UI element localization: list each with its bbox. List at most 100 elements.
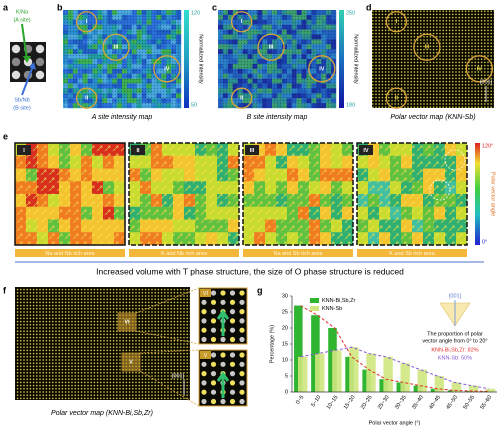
atom [11, 44, 21, 54]
caption-bar [357, 249, 467, 257]
arrow [21, 65, 34, 96]
region-label: II [395, 96, 399, 102]
panel-tag [17, 145, 31, 155]
bar [332, 350, 342, 392]
atom [229, 318, 236, 324]
panel-tag [245, 145, 259, 155]
dot-overlay [15, 287, 190, 400]
trend-line [300, 305, 489, 392]
colorbar [475, 143, 480, 245]
atom [210, 336, 217, 343]
bar [294, 305, 303, 392]
panel-letter: b [57, 2, 63, 12]
site-label: (A site) [13, 17, 30, 23]
atom [201, 336, 207, 343]
x-tick-label: 30~35 [394, 395, 408, 411]
atom [239, 290, 245, 296]
y-tick-label: 25 [282, 309, 288, 315]
atom [210, 327, 217, 333]
panel-frame [14, 142, 126, 246]
atom [229, 352, 236, 358]
atom [239, 318, 245, 324]
atom [239, 361, 245, 367]
region-label: III [269, 45, 274, 51]
legend-swatch [310, 298, 319, 303]
region-label: V [129, 359, 133, 365]
panel-letter: f [3, 285, 7, 295]
region-circle [230, 11, 253, 33]
connector [135, 287, 200, 314]
area-caption: Na and Sb rich area [274, 251, 324, 257]
bar [349, 347, 359, 392]
trend-line [300, 346, 489, 390]
axis-label: [001] [172, 373, 185, 379]
caption: Polar vector map (KNN-Sb) [390, 114, 475, 121]
atom [210, 299, 217, 305]
x-tick-label: 40~45 [428, 395, 442, 411]
caption-bar [129, 249, 239, 257]
region-label: I [86, 19, 88, 25]
atom [229, 371, 236, 377]
y-tick-label: 20 [282, 325, 288, 331]
region-circle [385, 11, 408, 33]
connector [139, 349, 200, 354]
colorbar-label: Polar vector angle [490, 172, 496, 216]
y-tick-label: 0 [285, 389, 288, 395]
atom [229, 398, 236, 405]
colorbar-tick: 50 [191, 102, 197, 108]
region-circle [257, 33, 285, 61]
arrow-overlay [129, 143, 239, 245]
atom [210, 389, 217, 395]
region-circle [75, 11, 98, 33]
atom [201, 371, 207, 377]
region-circle [465, 55, 494, 83]
region-circle [230, 87, 253, 109]
caption-bar [15, 249, 125, 257]
colorbar-tick: 180 [346, 102, 355, 108]
atom [35, 70, 45, 80]
atom [201, 361, 207, 367]
inset-tag [200, 289, 211, 297]
colorbar-tick: 0° [482, 239, 487, 245]
bar [366, 353, 376, 392]
annotation-value: KNN-Bi,Sb,Zr: 82% [431, 347, 478, 353]
x-tick-label: 0~5 [295, 395, 305, 406]
site-label: (B site) [13, 105, 31, 111]
atom [239, 327, 245, 333]
bar [383, 356, 393, 392]
atom [210, 318, 217, 324]
caption-bar [243, 249, 353, 257]
area-caption: Na and Nb rich area [45, 251, 95, 257]
atom [239, 336, 245, 343]
atom [229, 309, 236, 315]
caption: Polar vector map (KNN-Bi,Sb,Zr) [51, 410, 153, 417]
panel-frame [128, 142, 240, 246]
panel-frame [356, 142, 468, 246]
bar [297, 356, 308, 392]
legend-label: KNN-Sb [322, 306, 342, 312]
arrow [21, 23, 28, 61]
arrow-overlay [15, 143, 125, 245]
arrow-overlay [243, 143, 353, 245]
panel-frame [242, 142, 354, 246]
area-caption: K and Sb rich area [389, 251, 435, 257]
arrow-overlay [357, 143, 467, 245]
x-tick-label: 25~30 [377, 395, 391, 411]
panel-tag [359, 145, 373, 155]
panel-letter: c [212, 2, 217, 12]
atom [220, 398, 226, 405]
atom [229, 290, 236, 296]
inset-tag [200, 351, 211, 359]
atom [220, 299, 226, 305]
highlight [444, 149, 466, 171]
region-circle [153, 55, 181, 83]
atom [239, 299, 245, 305]
atom [210, 352, 217, 358]
panel-tag-label: I [23, 148, 25, 154]
atom [229, 389, 236, 395]
inset-label: V [204, 353, 208, 359]
region-label: III [114, 45, 119, 51]
region-box [117, 312, 137, 332]
region-circle [413, 33, 441, 61]
